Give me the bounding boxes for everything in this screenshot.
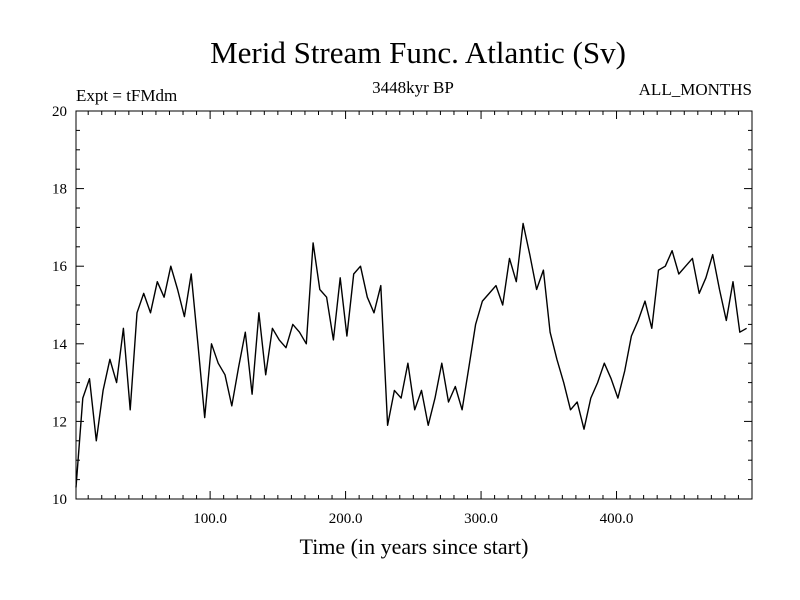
y-tick-label: 14 — [52, 337, 68, 353]
chart-title: Merid Stream Func. Atlantic (Sv) — [210, 35, 626, 70]
y-tick-label: 10 — [52, 492, 67, 508]
x-tick-label: 300.0 — [464, 511, 498, 527]
y-axis: 10 12 14 16 18 20 — [52, 104, 752, 508]
period-annotation: 3448kyr BP — [372, 78, 454, 97]
experiment-annotation: Expt = tFMdm — [76, 86, 177, 105]
x-axis: 100.0 200.0 300.0 400.0 — [87, 111, 753, 527]
series-line — [75, 222, 747, 488]
x-tick-label: 100.0 — [193, 511, 227, 527]
y-tick-label: 20 — [52, 104, 67, 120]
x-axis-label: Time (in years since start) — [300, 534, 529, 559]
y-tick-label: 18 — [52, 182, 67, 198]
plot-frame — [75, 110, 753, 500]
x-tick-label: 200.0 — [329, 511, 363, 527]
months-annotation: ALL_MONTHS — [639, 80, 752, 99]
series-layer — [75, 222, 747, 488]
x-tick-label: 400.0 — [600, 511, 634, 527]
y-tick-label: 16 — [52, 259, 68, 275]
y-tick-label: 12 — [52, 414, 67, 430]
